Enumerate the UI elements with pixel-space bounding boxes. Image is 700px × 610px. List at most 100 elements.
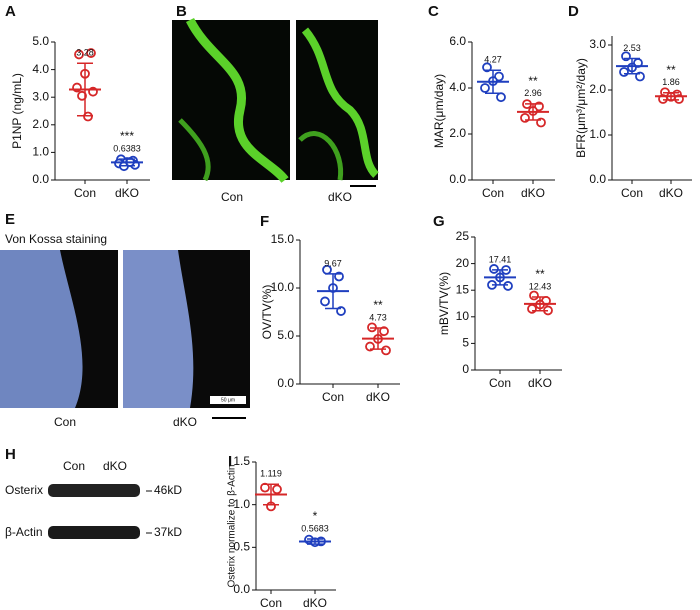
y-axis-label: MAR(μm/day) [432, 74, 446, 148]
data-point [529, 290, 539, 301]
y-tick-label: 5.0 [277, 328, 294, 342]
blot-band [48, 484, 140, 497]
error-bar [663, 91, 679, 101]
y-tick-label: 20 [456, 256, 470, 270]
lane-label: Con [63, 459, 85, 473]
y-tick-label: 25 [456, 229, 470, 243]
image-detail [298, 131, 344, 181]
size-label: 46kD [154, 483, 182, 497]
y-tick-label: 2.0 [32, 117, 49, 131]
data-point [503, 281, 513, 291]
significance: ** [373, 298, 383, 312]
panel-letter: H [5, 446, 16, 463]
mean-label: 2.53 [623, 43, 641, 53]
error-bar [492, 269, 508, 286]
image-detail [178, 118, 211, 182]
mean-label: 0.5683 [301, 523, 329, 533]
protein-label: Osterix [5, 483, 43, 497]
error-bar [624, 57, 640, 75]
image-caption: Con [221, 190, 243, 204]
panel-letter: I [228, 453, 232, 470]
data-point [379, 326, 389, 337]
mean-label: 2.96 [524, 88, 542, 98]
y-tick-label: 10 [456, 309, 470, 323]
scale-box [210, 396, 246, 404]
x-tick-label: dKO [659, 186, 683, 200]
data-point [272, 484, 282, 495]
data-point [381, 345, 391, 356]
y-tick-label: 5.0 [32, 34, 49, 48]
error-bar [263, 483, 279, 506]
image-detail [178, 250, 250, 408]
mean-label: 0.6383 [113, 143, 141, 153]
y-tick-label: 1.0 [32, 145, 49, 159]
y-tick-label: 6.0 [449, 34, 466, 48]
image-caption: Con [54, 415, 76, 429]
significance: ** [535, 267, 545, 281]
image-detail [60, 250, 118, 408]
significance: * [313, 509, 318, 523]
mean-label: 17.41 [489, 254, 512, 264]
mean-label: 12.43 [529, 281, 552, 291]
data-point [480, 83, 490, 93]
blot-band [48, 526, 140, 539]
y-tick-label: 2.0 [589, 82, 606, 96]
mean-label: 3.28 [76, 48, 94, 58]
y-tick-label: 0.0 [449, 172, 466, 186]
y-tick-label: 3.0 [32, 89, 49, 103]
y-tick-label: 0.0 [32, 172, 49, 186]
data-point [74, 49, 84, 60]
mean-label: 1.86 [662, 77, 680, 87]
y-axis-label: OV/TV(%) [260, 285, 274, 340]
y-tick-label: 10.0 [271, 280, 295, 294]
data-point [77, 90, 87, 101]
y-tick-label: 0.5 [233, 540, 250, 554]
y-axis-label: Osterix normalize to β-Actin [227, 464, 238, 587]
x-tick-label: Con [489, 376, 511, 390]
y-tick-label: 1.5 [233, 454, 250, 468]
y-tick-label: 1.0 [589, 127, 606, 141]
x-tick-label: dKO [521, 186, 545, 200]
size-label: 37kD [154, 525, 182, 539]
y-tick-label: 15 [456, 282, 470, 296]
x-tick-label: dKO [366, 390, 390, 404]
y-tick-label: 4.0 [449, 80, 466, 94]
mean-label: 1.119 [260, 469, 282, 479]
panel-letter: D [568, 3, 579, 20]
panel-letter: C [428, 3, 439, 20]
x-tick-label: Con [74, 186, 96, 200]
y-tick-label: 1.0 [233, 497, 250, 511]
y-tick-label: 0 [462, 362, 469, 376]
panel-letter: B [176, 3, 187, 20]
y-axis-label: P1NP (ng/mL) [10, 73, 24, 149]
y-tick-label: 4.0 [32, 62, 49, 76]
data-point [619, 67, 629, 77]
protein-label: β-Actin [5, 525, 43, 539]
panel-letter: F [260, 213, 269, 230]
y-tick-label: 0.0 [233, 582, 250, 596]
data-point [320, 296, 330, 307]
image [172, 20, 290, 180]
x-tick-label: Con [621, 186, 643, 200]
x-tick-label: dKO [528, 376, 552, 390]
image-detail [185, 17, 289, 183]
panel-letter: G [433, 213, 445, 230]
y-tick-label: 15.0 [271, 232, 295, 246]
x-tick-label: Con [322, 390, 344, 404]
mean-label: 4.73 [369, 312, 387, 322]
x-tick-label: dKO [115, 186, 139, 200]
image-title: Von Kossa staining [5, 232, 107, 246]
significance: ** [528, 74, 538, 88]
mean-label: 4.27 [484, 55, 502, 65]
panel-letter: A [5, 3, 16, 20]
data-point [489, 264, 499, 274]
error-bar [77, 62, 93, 117]
data-point [496, 92, 506, 103]
scale-label: 50 μm [221, 397, 235, 403]
x-tick-label: dKO [303, 596, 327, 610]
x-tick-label: Con [482, 186, 504, 200]
data-point [86, 48, 96, 58]
panel-letter: E [5, 211, 15, 228]
